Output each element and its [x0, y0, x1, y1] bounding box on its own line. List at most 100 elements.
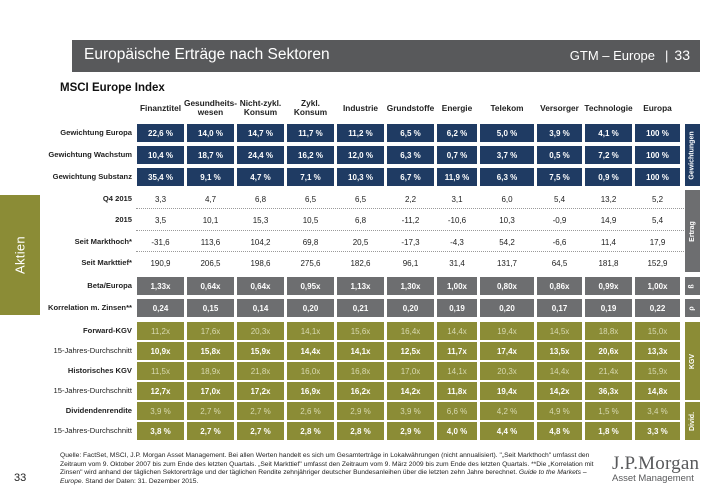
table-cell: 6,0 [501, 194, 513, 204]
table-cell: 14,4x [287, 342, 334, 360]
jpmorgan-logo: J.P.Morgan Asset Management [612, 453, 712, 484]
table-cell: 16,9x [287, 382, 334, 400]
table-cell: 1,00x [437, 277, 477, 295]
table-cell: 3,9 % [137, 402, 184, 420]
table-cell: 11,2x [137, 322, 184, 340]
table-cell: 14,0 % [187, 124, 234, 142]
table-cell: 18,8x [585, 322, 632, 340]
page-title: Europäische Erträge nach Sektoren [84, 46, 330, 63]
table-cell: 4,7 % [237, 168, 284, 186]
table-cell: 10,5 [302, 215, 319, 225]
section-bar: Gewichtungen [685, 124, 700, 186]
table-cell: 2,8 % [337, 422, 384, 440]
table-cell: 35,4 % [137, 168, 184, 186]
table-cell: 12,0 % [337, 146, 384, 164]
table-cell: 0,7 % [437, 146, 477, 164]
table-cell: -6,6 [552, 237, 567, 247]
table-cell: 7,1 % [287, 168, 334, 186]
table-cell: 10,3 [499, 215, 515, 225]
column-header: Versorger [540, 102, 579, 113]
table-cell: 0,95x [287, 277, 334, 295]
table-cell: 2,9 % [387, 422, 434, 440]
section-bar: Divid. [685, 402, 700, 440]
row-label: Beta/Europa [87, 281, 132, 290]
row-label: Seit Markttief* [81, 258, 132, 267]
table-cell: 15,9x [237, 342, 284, 360]
table-cell: 0,19 [437, 299, 477, 317]
row-label: 15-Jahres-Durchschnitt [53, 346, 133, 355]
table-cell: 131,7 [496, 258, 518, 268]
table-cell: 6,8 [354, 215, 367, 225]
table-cell: 190,9 [150, 258, 171, 268]
table-cell: 11,9 % [437, 168, 477, 186]
table-cell: 13,3x [635, 342, 680, 360]
table-cell: 14,1x [437, 362, 477, 380]
row-label: Q4 2015 [102, 194, 132, 203]
table-cell: 20,6x [585, 342, 632, 360]
table-cell: 3,4 % [635, 402, 680, 420]
table-cell: 16,2 % [287, 146, 334, 164]
table-cell: 0,20 [287, 299, 334, 317]
section-bar: ρ [685, 299, 700, 317]
table-cell: 6,3 % [480, 168, 534, 186]
table-cell: 31,4 [449, 258, 465, 268]
section-label: Ertrag [689, 220, 696, 242]
section-label: Divid. [689, 411, 696, 431]
table-cell: 2,8 % [287, 422, 334, 440]
table-cell: 6,5 % [387, 124, 434, 142]
section-label: ρ [689, 305, 696, 311]
table-cell: 14,5x [537, 322, 582, 340]
table-cell: 13,2 [600, 194, 617, 204]
table-cell: 206,5 [200, 258, 221, 268]
table-cell: 6,7 % [387, 168, 434, 186]
table-cell: 4,7 [204, 194, 217, 204]
column-header: Zykl. Konsum [293, 98, 328, 117]
table-cell: 0,64x [237, 277, 284, 295]
table-cell: 21,4x [585, 362, 632, 380]
row-label: Dividendenrendite [65, 406, 132, 415]
table-cell: 1,33x [137, 277, 184, 295]
table-cell: 1,5 % [585, 402, 632, 420]
table-cell: -17,3 [401, 237, 420, 247]
section-bar: ß [685, 277, 700, 295]
section-label: KGV [689, 353, 697, 369]
table-cell: 100 % [635, 124, 680, 142]
header-bar: Europäische Erträge nach Sektoren GTM – … [72, 40, 700, 72]
table-cell: 0,86x [537, 277, 582, 295]
table-cell: 100 % [635, 168, 680, 186]
table-cell: 0,20 [480, 299, 534, 317]
table-cell: 15,0x [635, 322, 680, 340]
table-cell: 19,4x [480, 322, 534, 340]
table-cell: 19,4x [480, 382, 534, 400]
table-cell: 3,9 % [387, 402, 434, 420]
table-cell: 15,3 [252, 215, 269, 225]
row-separator [136, 208, 684, 209]
column-header: Telekom [490, 102, 524, 113]
table-cell: 3,3 [154, 194, 167, 204]
table-cell: 0,22 [635, 299, 680, 317]
table-cell: 4,4 % [480, 422, 534, 440]
table-cell: 17,4x [480, 342, 534, 360]
row-separator [136, 251, 684, 252]
table-cell: 24,4 % [237, 146, 284, 164]
table-cell: 54,2 [499, 237, 515, 247]
table-cell: -4,3 [450, 237, 464, 247]
row-label: 15-Jahres-Durchschnitt [53, 426, 133, 435]
table-cell: 5,4 [651, 215, 664, 225]
row-label: 15-Jahres-Durchschnitt [53, 386, 133, 395]
table-cell: -11,2 [401, 215, 420, 225]
row-label: Korrelation m. Zinsen** [48, 303, 132, 312]
table-cell: 11,7x [437, 342, 477, 360]
logo-name: J.P.Morgan [612, 453, 700, 474]
table-cell: 104,2 [250, 237, 271, 247]
table-cell: 7,2 % [585, 146, 632, 164]
table-cell: 4,9 % [537, 402, 582, 420]
row-label: Gewichtung Substanz [52, 172, 132, 181]
table-cell: 4,1 % [585, 124, 632, 142]
table-cell: 5,4 [553, 194, 566, 204]
column-header: Technologie [584, 102, 633, 113]
table-cell: 14,4x [537, 362, 582, 380]
table-cell: 0,64x [187, 277, 234, 295]
column-header: Finanztitel [139, 102, 182, 113]
table-cell: 0,99x [585, 277, 632, 295]
